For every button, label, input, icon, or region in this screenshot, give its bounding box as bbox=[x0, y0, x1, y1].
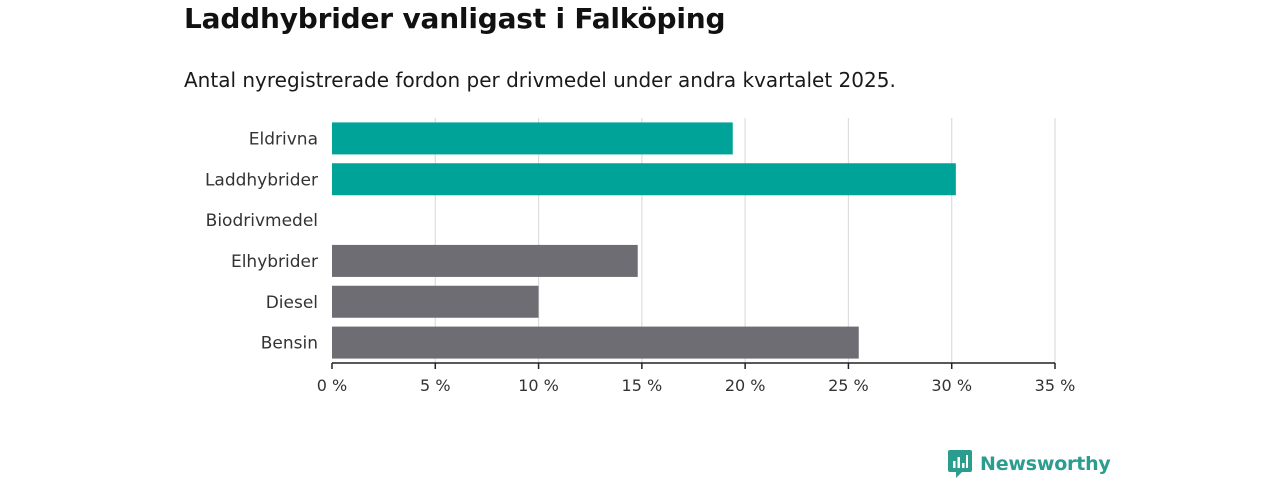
category-label: Diesel bbox=[266, 293, 318, 313]
newsworthy-logo-text: Newsworthy bbox=[980, 453, 1111, 475]
x-tick-label: 20 % bbox=[725, 376, 766, 395]
bar-eldrivna bbox=[332, 122, 733, 155]
category-label: Eldrivna bbox=[249, 129, 318, 149]
chart-subtitle: Antal nyregistrerade fordon per drivmede… bbox=[184, 68, 896, 92]
x-tick-label: 35 % bbox=[1035, 376, 1076, 395]
bar-laddhybrider bbox=[332, 163, 956, 196]
category-label: Elhybrider bbox=[231, 252, 318, 272]
bar-elhybrider bbox=[332, 244, 638, 277]
bar-diesel bbox=[332, 285, 539, 318]
chart-title: Laddhybrider vanligast i Falköping bbox=[184, 2, 726, 35]
x-tick-label: 15 % bbox=[622, 376, 663, 395]
category-label: Bensin bbox=[261, 334, 318, 354]
x-tick-label: 5 % bbox=[420, 376, 450, 395]
x-tick-label: 10 % bbox=[518, 376, 559, 395]
x-tick-label: 30 % bbox=[931, 376, 972, 395]
category-label: Biodrivmedel bbox=[206, 211, 318, 231]
bar-bensin bbox=[332, 326, 859, 359]
x-tick-label: 0 % bbox=[317, 376, 347, 395]
category-label: Laddhybrider bbox=[205, 170, 318, 190]
x-tick-label: 25 % bbox=[828, 376, 869, 395]
bar-chart: Eldrivna Laddhybrider Biodrivmedel Elhybrid… bbox=[205, 118, 1076, 395]
newsworthy-logo: Newsworthy bbox=[948, 450, 1111, 478]
newsworthy-logo-icon bbox=[948, 450, 972, 478]
